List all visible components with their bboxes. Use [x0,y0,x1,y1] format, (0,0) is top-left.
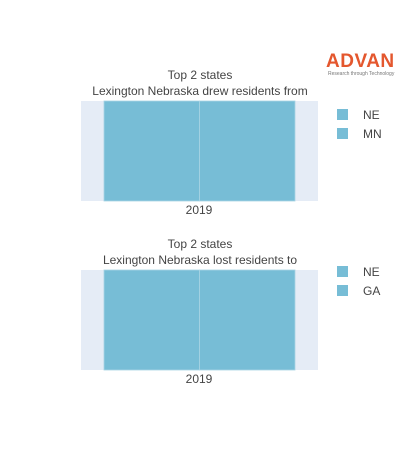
chart-title-line2: Lexington Nebraska lost residents to [103,253,297,267]
legend-swatch-ne[interactable] [337,109,348,120]
legend-label-mn[interactable]: MN [363,127,382,141]
bar-mn [199,100,296,202]
bars-group [103,269,296,371]
chart-title-line1: Top 2 states [168,68,233,82]
legend: NE GA [337,265,380,298]
bars-group [103,100,296,202]
legend-swatch-ga[interactable] [337,285,348,296]
x-tick-label: 2019 [186,203,213,217]
advan-logo: ADVAN Research through Technology [326,52,396,78]
chart-title-line2: Lexington Nebraska drew residents from [92,84,307,98]
bar-ne [103,100,200,202]
x-tick-label: 2019 [186,372,213,386]
bar-ga [199,269,296,371]
chart-title-line1: Top 2 states [168,237,233,251]
legend-swatch-ne[interactable] [337,266,348,277]
legend: NE MN [337,108,382,141]
chart-lost-to: Top 2 states Lexington Nebraska lost res… [81,237,380,386]
logo-word: ADVAN [326,51,395,72]
legend-label-ga[interactable]: GA [363,284,380,298]
logo-tagline: Research through Technology [328,71,395,77]
chart-drew-from: Top 2 states Lexington Nebraska drew res… [81,68,382,217]
bar-ne [103,269,200,371]
legend-label-ne[interactable]: NE [363,265,380,279]
legend-swatch-mn[interactable] [337,128,348,139]
legend-label-ne[interactable]: NE [363,108,380,122]
